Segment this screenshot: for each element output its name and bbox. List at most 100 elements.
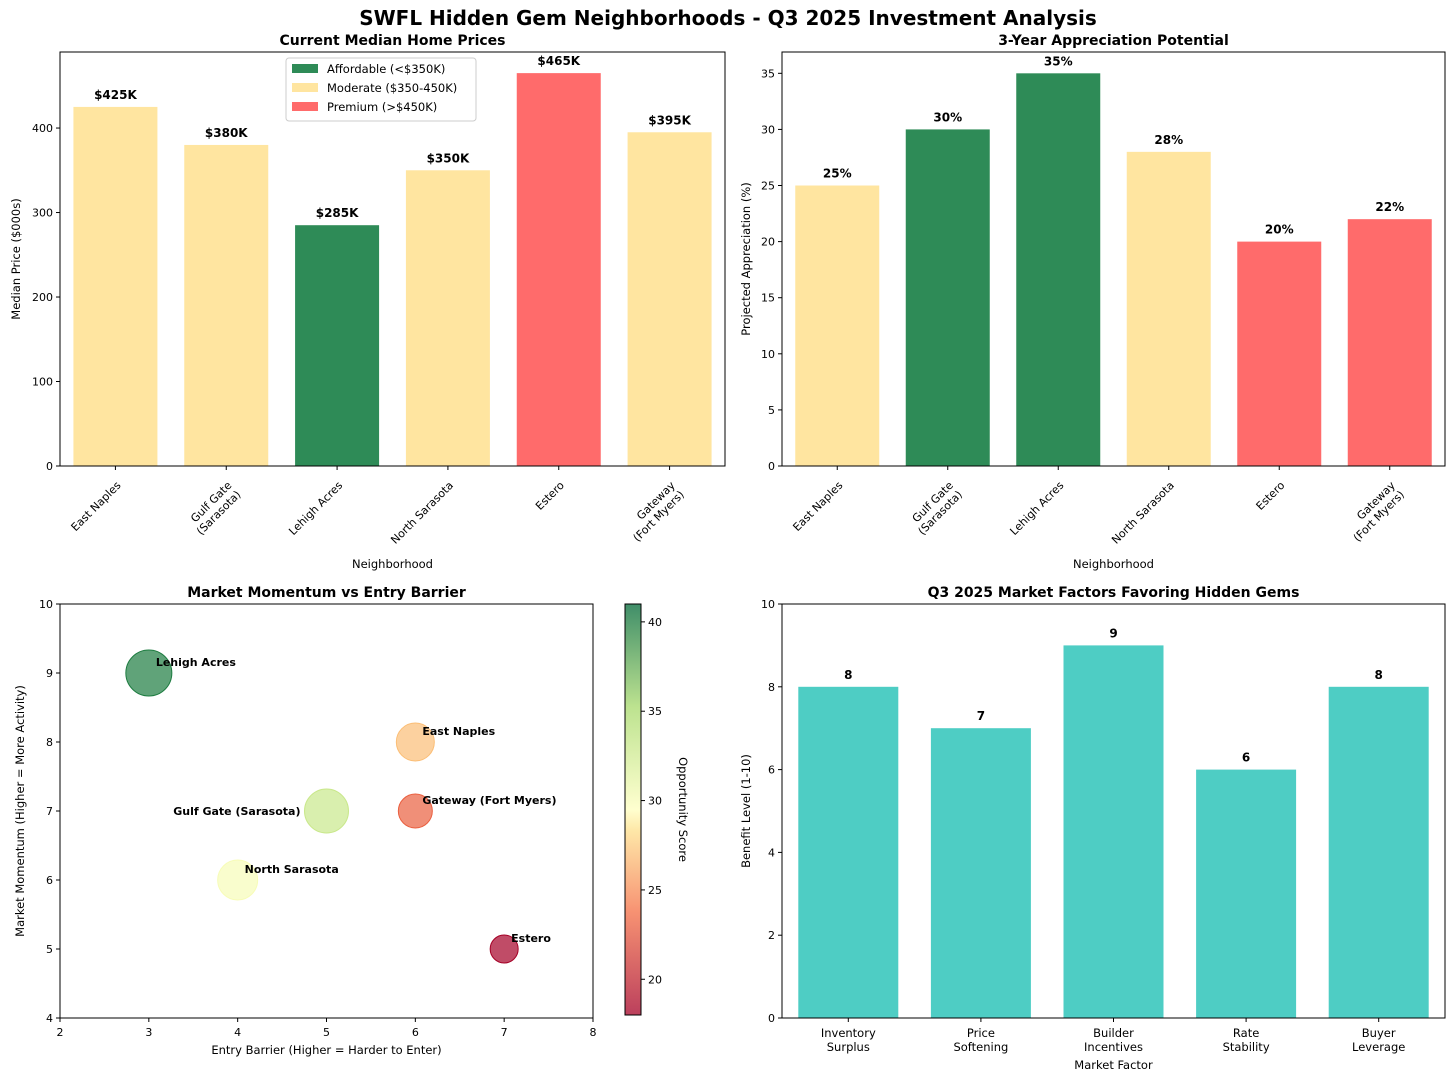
y-tick-label: 300 <box>32 207 53 220</box>
x-tick-label: 3 <box>145 1026 152 1039</box>
y-tick-label: 30 <box>761 123 775 136</box>
chart-title: Current Median Home Prices <box>280 33 506 49</box>
x-tick-label-line: Softening <box>953 1040 1008 1054</box>
bar-value-label: 35% <box>1044 54 1073 68</box>
y-tick-label: 100 <box>32 376 53 389</box>
legend-label: Affordable (<$350K) <box>327 62 445 76</box>
axes-frame <box>781 51 1446 467</box>
scatter-point <box>397 793 433 829</box>
bar <box>1063 645 1164 1018</box>
y-tick-label: 0 <box>768 460 775 473</box>
x-tick-label-line: Rate <box>1233 1026 1259 1040</box>
bar <box>1347 219 1432 466</box>
legend: Affordable (<$350K) Moderate ($350-450K) P… <box>285 57 477 122</box>
x-axis-label: Entry Barrier (Higher = Harder to Enter) <box>211 1043 441 1057</box>
x-tick-label: Gulf Gate(Sarasota) <box>906 479 965 538</box>
x-tick-label: 6 <box>412 1026 419 1039</box>
x-axis-label: Neighborhood <box>352 557 433 571</box>
y-tick-label: 0 <box>46 460 53 473</box>
bar <box>627 132 712 466</box>
y-tick-label: 5 <box>46 943 53 956</box>
x-tick-label: Estero <box>1254 479 1288 513</box>
x-tick-label: Lehigh Acres <box>1007 479 1066 538</box>
x-tick-label-line: Price <box>967 1026 995 1040</box>
y-tick-label: 200 <box>32 291 53 304</box>
x-tick-label-line: Stability <box>1223 1040 1270 1054</box>
bar <box>73 106 158 466</box>
axes-frame <box>59 603 594 1019</box>
bar-value-label: $395K <box>648 113 691 127</box>
x-tick-label: Lehigh Acres <box>286 479 345 538</box>
x-tick-label: Gulf Gate(Sarasota) <box>185 479 244 538</box>
x-axis-label: Market Factor <box>1074 1058 1153 1072</box>
x-tick-label: 4 <box>234 1026 241 1039</box>
figure-title: SWFL Hidden Gem Neighborhoods - Q3 2025 … <box>359 6 1097 30</box>
scatter-point <box>125 649 173 697</box>
bar <box>1126 151 1211 467</box>
chart-title: Market Momentum vs Entry Barrier <box>187 585 466 601</box>
y-tick-label: 20 <box>761 236 775 249</box>
legend-label: Moderate ($350-450K) <box>327 81 457 95</box>
colorbar-tick-label: 40 <box>648 616 662 629</box>
y-tick-label: 6 <box>768 764 775 777</box>
colorbar-tick-label: 30 <box>648 795 662 808</box>
bar-value-label: 8 <box>844 668 852 682</box>
colorbar-label: Opportunity Score <box>676 757 690 862</box>
colorbar-tick-label: 20 <box>648 973 662 986</box>
bar-value-label: 25% <box>823 167 852 181</box>
y-tick-label: 7 <box>46 805 53 818</box>
y-tick-label: 9 <box>46 667 53 680</box>
y-axis-label: Benefit Level (1-10) <box>739 754 753 868</box>
x-tick-label-line: Incentives <box>1084 1040 1143 1054</box>
bar-value-label: 20% <box>1265 223 1294 237</box>
bar <box>930 728 1031 1018</box>
x-tick-label-line: East Naples <box>790 479 845 534</box>
x-tick-label: Gateway(Fort Myers) <box>1342 479 1408 545</box>
point-label: Estero <box>511 932 551 945</box>
x-tick-label: Gateway(Fort Myers) <box>621 479 687 545</box>
axes-frame <box>59 51 726 467</box>
y-tick-label: 25 <box>761 180 775 193</box>
y-tick-label: 400 <box>32 122 53 135</box>
legend-swatch <box>292 64 318 73</box>
y-tick-label: 5 <box>768 404 775 417</box>
x-tick-label: Builder Incentives <box>1084 1026 1143 1054</box>
x-tick-label: East Naples <box>69 479 124 534</box>
x-tick-label-line: Inventory <box>821 1026 876 1040</box>
bar <box>1196 769 1297 1018</box>
axes-frame <box>781 603 1446 1019</box>
point-label: Gateway (Fort Myers) <box>422 794 556 807</box>
x-tick-label-line: Lehigh Acres <box>1007 479 1066 538</box>
x-tick-label: North Sarasota <box>388 479 456 547</box>
bar-value-label: $465K <box>537 54 580 68</box>
legend-label: Premium (>$450K) <box>327 100 437 114</box>
x-tick-label-line: Surplus <box>827 1040 870 1054</box>
x-tick-label: Estero <box>533 479 567 513</box>
x-tick-label: 7 <box>501 1026 508 1039</box>
scatter-point <box>217 859 259 901</box>
x-tick-label-line: North Sarasota <box>1109 479 1177 547</box>
y-tick-label: 4 <box>768 846 775 859</box>
legend-box <box>285 57 477 122</box>
bar-value-label: 30% <box>933 110 962 124</box>
bar-value-label: 22% <box>1375 200 1404 214</box>
bar <box>295 225 380 466</box>
y-tick-label: 15 <box>761 292 775 305</box>
bar-value-label: 8 <box>1375 668 1383 682</box>
legend-swatch <box>292 83 318 92</box>
y-tick-label: 4 <box>46 1012 53 1025</box>
chart-title: Q3 2025 Market Factors Favoring Hidden G… <box>928 585 1300 601</box>
y-axis-label: Market Momentum (Higher = More Activity) <box>13 685 27 937</box>
x-tick-label-line: Builder <box>1093 1026 1134 1040</box>
x-tick-label-line: Lehigh Acres <box>286 479 345 538</box>
x-axis-label: Neighborhood <box>1073 557 1154 571</box>
scatter-point <box>395 722 435 762</box>
x-tick-label-line: Estero <box>533 479 567 513</box>
point-label: Lehigh Acres <box>156 656 237 669</box>
bar-value-label: $425K <box>94 88 137 102</box>
bar <box>405 170 490 467</box>
x-tick-label-line: Leverage <box>1352 1040 1405 1054</box>
x-tick-label: Price Softening <box>953 1026 1008 1054</box>
colorbar-tick-label: 35 <box>648 705 662 718</box>
